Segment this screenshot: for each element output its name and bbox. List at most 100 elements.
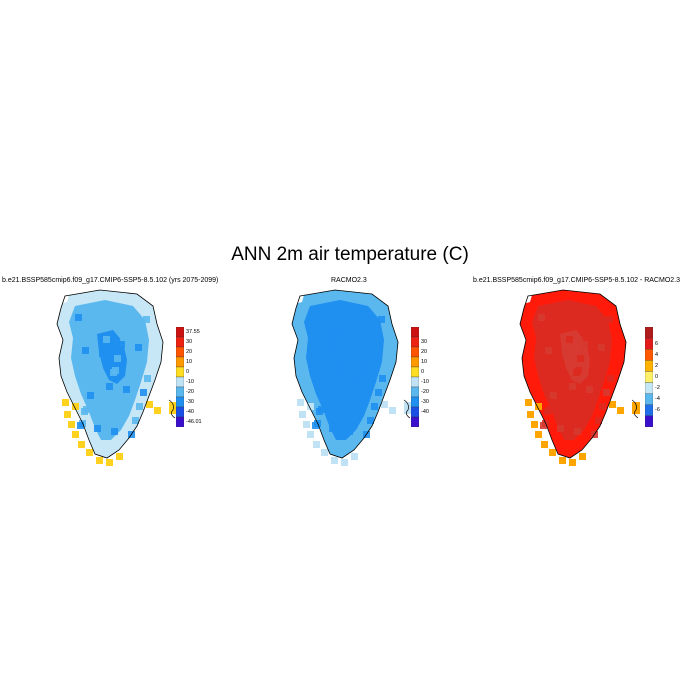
colorbar-tick-label: -40 bbox=[421, 409, 429, 415]
map-grid-cell bbox=[139, 330, 146, 337]
map-grid-cell bbox=[334, 350, 341, 357]
map-grid-cell bbox=[94, 425, 101, 432]
map-coast-cell bbox=[78, 441, 85, 448]
map-grid-cell bbox=[540, 422, 547, 429]
map-grid-cell bbox=[325, 319, 332, 326]
colorbar-swatch bbox=[411, 396, 419, 408]
map-grid-cell bbox=[316, 408, 323, 415]
map-grid-cell bbox=[582, 400, 589, 407]
colorbar-tick-label: -46.01 bbox=[186, 419, 202, 425]
map-coast-cell bbox=[541, 441, 548, 448]
map-grid-cell bbox=[370, 344, 377, 351]
map-grid-cell bbox=[322, 392, 329, 399]
map-grid-cell bbox=[329, 425, 336, 432]
map-coast-cell bbox=[96, 457, 103, 464]
map-coast-cell bbox=[72, 403, 79, 410]
colorbar-swatch bbox=[176, 356, 184, 368]
map-grid-cell bbox=[581, 341, 588, 348]
map-grid-cell bbox=[136, 403, 143, 410]
colorbar-swatch bbox=[645, 360, 653, 372]
map-grid-cell bbox=[367, 417, 374, 424]
map-coast-cell bbox=[106, 459, 113, 466]
map-grid-cell bbox=[82, 347, 89, 354]
map-grid-cell bbox=[375, 389, 382, 396]
colorbar-tick-label: -2 bbox=[655, 385, 660, 392]
colorbar-tick-label: 2 bbox=[655, 362, 659, 369]
map-grid-cell bbox=[114, 355, 121, 362]
map-grid-cell bbox=[550, 392, 557, 399]
map-grid-cell bbox=[78, 361, 85, 368]
map-grid-cell bbox=[549, 333, 556, 340]
colorbar-tick-label: -30 bbox=[421, 399, 429, 405]
map-ocean-notch bbox=[286, 288, 306, 306]
map-grid-cell bbox=[132, 417, 139, 424]
colorbar-swatch bbox=[645, 371, 653, 383]
map-grid-cell bbox=[573, 369, 580, 376]
map-grid-cell bbox=[127, 372, 134, 379]
colorbar-swatch bbox=[176, 336, 184, 348]
map-grid-cell bbox=[131, 358, 138, 365]
colorbar-swatch bbox=[645, 393, 653, 405]
map-grid-cell bbox=[554, 378, 561, 385]
map-grid-cell bbox=[362, 372, 369, 379]
map-grid-cell bbox=[558, 364, 565, 371]
panel-title-model: b.e21.BSSP585cmip6.f09_g17.CMIP6-SSP5-8.… bbox=[2, 277, 219, 284]
map-grid-cell bbox=[342, 322, 349, 329]
map-grid-cell bbox=[541, 361, 548, 368]
map-grid-cell bbox=[118, 341, 125, 348]
map-coast-cell bbox=[303, 421, 310, 428]
map-coast-cell bbox=[525, 399, 532, 406]
map-coast-cell bbox=[86, 449, 93, 456]
map-ocean-notch bbox=[51, 288, 71, 306]
colorbar-swatch bbox=[176, 396, 184, 408]
colorbar-tick-label: 6 bbox=[655, 340, 659, 347]
map-grid-cell bbox=[86, 333, 93, 340]
map-grid-cell bbox=[333, 411, 340, 418]
map-grid-cell bbox=[135, 344, 142, 351]
colorbar-tick-label: 10 bbox=[421, 359, 428, 365]
colorbar-model: 37.55 30 20 10 0 -10 -20 -30 -40 -46.01 bbox=[176, 327, 210, 427]
map-ocean-notch bbox=[514, 288, 534, 306]
map-grid-cell bbox=[557, 425, 564, 432]
colorbar-swatch bbox=[411, 336, 419, 348]
map-grid-cell bbox=[345, 369, 352, 376]
colorbar-swatches bbox=[176, 327, 184, 427]
map-coast-cell bbox=[389, 407, 396, 414]
colorbar-tick-label: 20 bbox=[421, 349, 428, 355]
map-coast-cell bbox=[617, 407, 624, 414]
colorbar-tick-label: -10 bbox=[421, 379, 429, 385]
map-grid-cell bbox=[350, 414, 357, 421]
colorbar-swatch bbox=[645, 337, 653, 350]
map-grid-cell bbox=[598, 344, 605, 351]
map-coast-cell bbox=[549, 449, 556, 456]
map-coast-cell bbox=[72, 431, 79, 438]
map-island-cell bbox=[169, 402, 177, 414]
map-grid-cell bbox=[115, 414, 122, 421]
map-coast-cell bbox=[68, 421, 75, 428]
map-grid-cell bbox=[124, 325, 131, 332]
colorbar-diff: 6 4 2 0 -2 -4 -6 bbox=[645, 327, 679, 427]
map-grid-cell bbox=[123, 386, 130, 393]
map-grid-cell bbox=[565, 397, 572, 404]
map-coast-cell bbox=[154, 407, 161, 414]
map-grid-cell bbox=[578, 414, 585, 421]
map-coastline bbox=[519, 289, 627, 459]
map-grid-cell bbox=[595, 417, 602, 424]
colorbar-swatch bbox=[645, 327, 653, 339]
map-coast-cell bbox=[62, 399, 69, 406]
map-grid-cell bbox=[561, 411, 568, 418]
map-grid-cell bbox=[312, 422, 319, 429]
map-coast-cell bbox=[609, 401, 616, 408]
map-grid-cell bbox=[587, 325, 594, 332]
colorbar-swatches bbox=[645, 327, 653, 427]
map-racmo bbox=[286, 288, 412, 466]
map-diff-fill bbox=[514, 288, 640, 466]
colorbar-swatch bbox=[645, 382, 653, 394]
map-grid-cell bbox=[99, 350, 106, 357]
colorbar-tick-label: 0 bbox=[655, 374, 659, 380]
colorbar-swatch bbox=[411, 327, 419, 338]
map-grid-cell bbox=[107, 322, 114, 329]
colorbar-swatch bbox=[411, 406, 419, 418]
map-coast-cell bbox=[299, 411, 306, 418]
